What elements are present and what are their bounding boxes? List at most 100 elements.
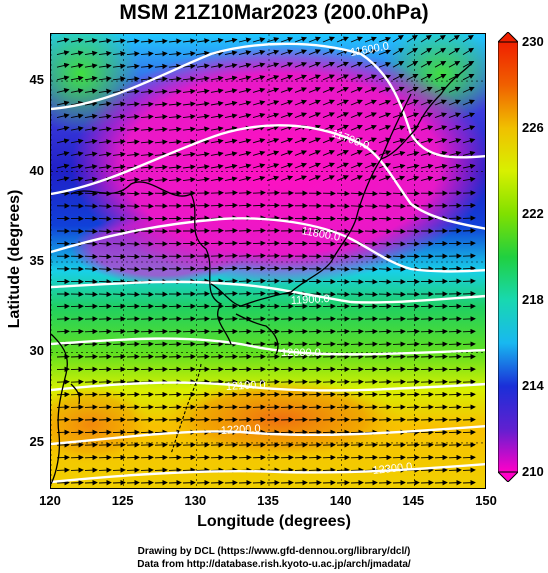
wind-arrow [140,379,154,385]
wind-arrow [112,291,126,298]
wind-arrow [392,391,406,398]
wind-arrow [84,429,98,435]
wind-arrow [392,112,406,119]
wind-arrow [98,479,112,486]
wind-arrow [140,38,154,44]
wind-arrow [154,76,168,82]
wind-arrow [266,303,280,309]
wind-arrow [392,404,406,410]
wind-arrow [294,36,308,43]
wind-arrow [336,266,350,272]
wind-arrow [434,328,448,335]
wind-arrow [294,303,308,309]
wind-arrow [210,379,224,385]
wind-arrow [168,303,182,309]
coastlines [51,63,472,485]
wind-arrow [462,215,476,221]
wind-arrow [126,391,140,398]
wind-arrow [224,100,238,107]
wind-arrow [154,341,168,347]
wind-arrow [378,87,392,93]
wind-arrow [462,73,475,81]
wind-arrow [196,38,210,44]
wind-arrow [448,429,462,435]
wind-arrow [168,139,182,145]
wind-arrow [154,366,168,372]
wind-arrow [280,49,294,56]
wind-arrow [308,316,322,322]
wind-arrow [392,341,406,347]
wind-arrow [420,479,434,486]
wind-arrow [252,379,266,385]
wind-arrow [84,404,98,410]
wind-arrow [350,391,364,398]
wind-arrow [462,379,476,385]
wind-arrow [392,138,406,144]
wind-arrow [420,73,433,81]
wind-arrow [112,442,126,448]
wind-arrow [350,454,364,461]
wind-arrow [238,353,252,360]
wind-arrow [364,353,378,360]
wind-arrow [196,63,210,69]
wind-arrow [350,328,364,335]
wind-arrow [84,328,98,335]
wind-arrow [294,87,308,93]
wind-arrow [98,379,112,385]
wind-arrow [266,442,280,448]
wind-arrow [56,328,70,335]
wind-arrow [126,366,140,372]
wind-arrow [112,76,126,82]
wind-arrow [350,353,364,360]
wind-arrow [280,328,294,335]
wind-arrow [154,63,168,70]
wind-arrow [336,353,350,360]
wind-arrow [364,454,378,461]
wind-arrow [280,99,294,106]
y-tick-label: 25 [29,433,44,449]
wind-arrow [420,391,434,398]
wind-arrow [126,190,140,197]
wind-arrow [98,303,112,309]
wind-arrow [364,303,378,309]
wind-arrow [252,37,266,43]
wind-arrow [462,253,476,259]
wind-arrow [238,416,252,423]
wind-arrow [84,467,98,473]
wind-arrow [266,253,280,259]
wind-arrow [98,50,112,57]
wind-arrow [364,190,378,197]
wind-arrow [126,216,140,222]
wind-arrow [308,479,322,486]
wind-arrow [224,151,238,157]
map-plot-area: 11600.0 11700.0 11800.0 11900.0 12000.0 12100… [50,33,486,489]
wind-arrow [448,454,462,461]
wind-arrow [84,203,98,209]
wind-arrow [196,467,210,473]
wind-arrow [224,125,238,132]
contour-line [51,424,485,446]
wind-arrow [210,328,224,335]
wind-arrow [322,404,336,410]
wind-arrow [420,442,434,448]
wind-arrow [434,429,448,435]
wind-arrow [364,124,377,131]
wind-arrow [126,203,140,209]
wind-arrow [238,176,252,182]
wind-arrow [70,379,84,385]
wind-arrow [98,291,112,298]
wind-arrow [98,139,112,145]
wind-arrow [252,454,266,461]
wind-arrow [308,137,321,144]
x-tick-label: 140 [329,493,352,508]
wind-arrow [294,404,308,410]
wind-arrow [336,162,349,169]
wind-arrow [84,101,98,107]
wind-arrow [350,137,363,144]
wind-arrow [322,391,336,398]
wind-arrow [126,266,140,272]
contour-line [51,42,485,159]
wind-arrow [182,341,196,347]
wind-arrow [350,291,364,298]
wind-arrow [252,303,266,309]
